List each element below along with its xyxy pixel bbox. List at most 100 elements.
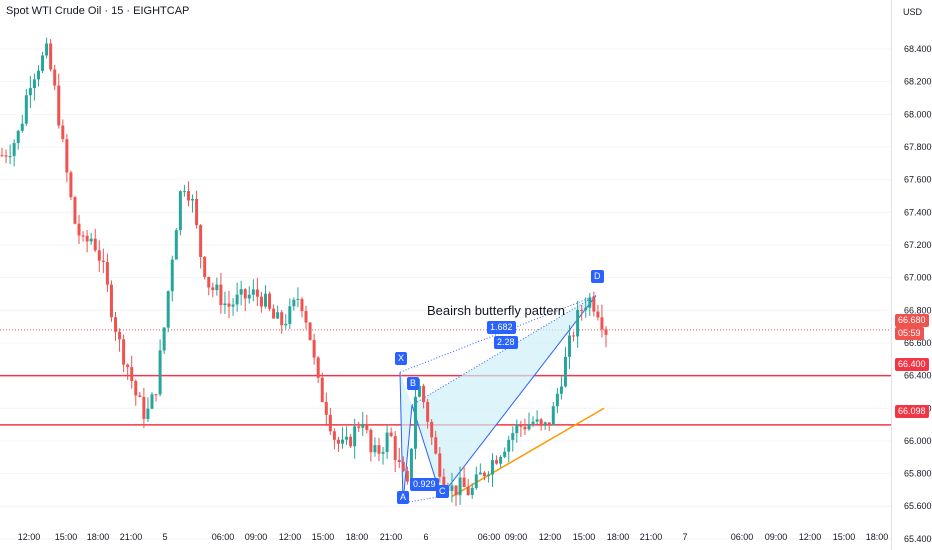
candle (263, 285, 267, 309)
candle-body (93, 238, 97, 251)
x-tick-label: 06:00 (731, 532, 754, 542)
symbol-title[interactable]: Spot WTI Crude Oil · 15 · EIGHTCAP (6, 5, 190, 17)
candle (324, 392, 328, 427)
candle (345, 426, 349, 446)
candle-body (300, 298, 304, 312)
candle (101, 248, 105, 274)
x-tick-label: 21:00 (640, 532, 663, 542)
candle (223, 291, 227, 314)
pattern-ratio-bd: 2.28 (494, 336, 518, 349)
candle-body (482, 472, 486, 477)
candle (138, 391, 142, 398)
candle (195, 190, 199, 229)
candle-body (507, 439, 511, 452)
candle (162, 326, 166, 355)
candle-body (243, 289, 247, 299)
candle-body (568, 335, 572, 357)
candle (450, 472, 454, 503)
candle (430, 419, 434, 445)
candle (61, 119, 65, 143)
candle (24, 88, 28, 126)
candle-body (470, 487, 474, 496)
candle-body (389, 432, 393, 437)
candle (422, 383, 426, 409)
candle-body (466, 486, 470, 496)
x-tick-label: 12:00 (799, 532, 822, 542)
candle (300, 296, 304, 318)
candle (547, 422, 551, 431)
candle-body (126, 364, 130, 368)
candle (539, 417, 543, 431)
candle (438, 447, 442, 483)
candle (385, 425, 389, 459)
candle-body (547, 422, 551, 426)
y-tick-label: 67.800 (904, 142, 932, 152)
candle-body (41, 55, 45, 71)
candle-body (458, 477, 462, 496)
candle (251, 279, 255, 302)
x-tick-label: 09:00 (765, 532, 788, 542)
candle-body (4, 155, 8, 157)
candle (146, 397, 150, 422)
candle-body (519, 424, 523, 427)
candle-body (105, 261, 109, 285)
candle (588, 292, 592, 316)
candle-body (259, 296, 263, 307)
pattern-ratio-ac: 0.929 (410, 478, 439, 491)
candle-body (490, 460, 494, 475)
candle-body (292, 299, 296, 307)
candle-body (227, 303, 231, 307)
candle-body (304, 311, 308, 323)
y-tick-label: 66.000 (904, 436, 932, 446)
candle-body (511, 433, 515, 440)
candle-body (413, 396, 417, 449)
candle (401, 456, 405, 473)
candle-body (32, 79, 36, 89)
candle-body (434, 437, 438, 454)
candle (93, 228, 97, 253)
candle (109, 280, 113, 322)
y-tick-label: 66.600 (904, 338, 932, 348)
candle-body (53, 69, 57, 86)
candle-body (426, 402, 430, 422)
candle-body (255, 289, 259, 297)
candle (442, 468, 446, 489)
candle (28, 75, 32, 108)
candle (584, 297, 588, 318)
candle-body (276, 312, 280, 319)
x-tick-label: 15:00 (55, 532, 78, 542)
candle (592, 291, 596, 317)
candle-body (450, 485, 454, 491)
candle-body (57, 85, 61, 126)
candle-body (118, 331, 122, 340)
candle (20, 114, 24, 133)
candle (186, 181, 190, 207)
candle (142, 387, 146, 429)
candle (53, 64, 57, 91)
candle (353, 418, 357, 459)
candle (12, 139, 16, 167)
candle (8, 144, 12, 165)
candle-body (600, 317, 604, 330)
y-tick-label: 67.400 (904, 207, 932, 217)
candle-body (186, 191, 190, 201)
candle-body (199, 225, 203, 257)
currency-label[interactable]: USD (902, 7, 922, 17)
candle-body (369, 429, 373, 453)
candle (114, 312, 118, 341)
x-tick-label: 21:00 (380, 532, 403, 542)
candle (182, 184, 186, 197)
price-axis-divider (891, 0, 892, 550)
candle-body (592, 297, 596, 312)
candle-body (438, 453, 442, 477)
y-tick-label: 67.200 (904, 240, 932, 250)
candle-body (405, 470, 409, 482)
candle-body (162, 327, 166, 351)
candle-body (365, 423, 369, 430)
candle-body (0, 155, 4, 157)
candle (332, 428, 336, 450)
candle (219, 272, 223, 314)
candle (523, 418, 527, 435)
candle (543, 421, 547, 430)
